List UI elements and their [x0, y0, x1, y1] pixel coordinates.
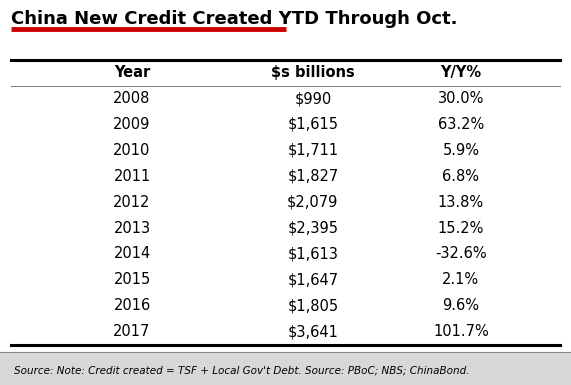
Text: 2010: 2010	[113, 143, 151, 158]
Text: 15.2%: 15.2%	[438, 221, 484, 236]
Text: 2008: 2008	[113, 91, 151, 106]
Text: Y/Y%: Y/Y%	[440, 65, 481, 80]
Text: 2016: 2016	[114, 298, 151, 313]
Text: Source: Note: Credit created = TSF + Local Gov't Debt. Source: PBoC; NBS; ChinaB: Source: Note: Credit created = TSF + Loc…	[14, 365, 470, 375]
Text: China New Credit Created YTD Through Oct.: China New Credit Created YTD Through Oct…	[11, 10, 458, 28]
Text: 2.1%: 2.1%	[443, 272, 480, 287]
Text: $1,615: $1,615	[287, 117, 339, 132]
Text: $2,395: $2,395	[287, 221, 339, 236]
Text: $990: $990	[294, 91, 332, 106]
Text: $1,613: $1,613	[287, 246, 339, 261]
Text: 2009: 2009	[113, 117, 151, 132]
Text: 2011: 2011	[114, 169, 151, 184]
Text: 63.2%: 63.2%	[438, 117, 484, 132]
Text: 2015: 2015	[114, 272, 151, 287]
Text: $1,711: $1,711	[287, 143, 339, 158]
Text: 2017: 2017	[113, 324, 151, 339]
Text: Year: Year	[114, 65, 150, 80]
Text: 9.6%: 9.6%	[443, 298, 480, 313]
Text: 6.8%: 6.8%	[443, 169, 480, 184]
Text: 30.0%: 30.0%	[438, 91, 484, 106]
Text: 5.9%: 5.9%	[443, 143, 480, 158]
Text: 13.8%: 13.8%	[438, 195, 484, 209]
Text: $s billions: $s billions	[271, 65, 355, 80]
Text: 2014: 2014	[114, 246, 151, 261]
Text: $3,641: $3,641	[287, 324, 339, 339]
Text: $2,079: $2,079	[287, 195, 339, 209]
Text: $1,827: $1,827	[287, 169, 339, 184]
Text: -32.6%: -32.6%	[435, 246, 486, 261]
Text: 2013: 2013	[114, 221, 151, 236]
Text: $1,805: $1,805	[287, 298, 339, 313]
Text: 2012: 2012	[113, 195, 151, 209]
Text: $1,647: $1,647	[287, 272, 339, 287]
Text: 101.7%: 101.7%	[433, 324, 489, 339]
Bar	[0, 352, 571, 385]
